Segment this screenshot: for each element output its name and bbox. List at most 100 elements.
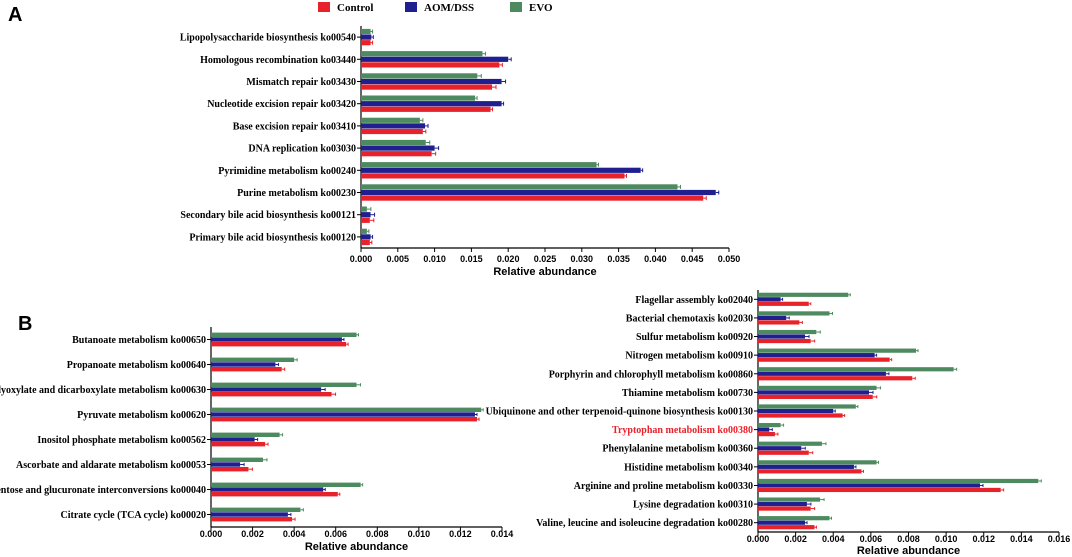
panel-a-bar-aom-dss-primary-bile-acid-biosynthesis-ko00120 bbox=[361, 234, 371, 240]
panel-b-right-bar-aom-dss-histidine-metabolism-ko00340 bbox=[758, 464, 854, 469]
panel-b-right-bar-aom-dss-arginine-and-proline-metabolism-ko00330 bbox=[758, 483, 980, 488]
panel-b-right-bar-evo-ubiquinone-and-other-terpenoid-quinone-biosynthesis-ko00130 bbox=[758, 404, 856, 409]
panel-a-bar-evo-pyrimidine-metabolism-ko00240 bbox=[361, 162, 597, 168]
panel-b-bar-aom-dss-glyoxylate-and-dicarboxylate-metabolism-ko00630 bbox=[211, 387, 322, 392]
panel-b-right-bar-evo-histidine-metabolism-ko00340 bbox=[758, 460, 877, 465]
legend-label-aomdss: AOM/DSS bbox=[424, 2, 474, 14]
panel-b-right-bar-aom-dss-thiamine-metabolism-ko00730 bbox=[758, 390, 869, 395]
panel-b-right-category-label-bacterial-chemotaxis-ko02030: Bacterial chemotaxis ko02030 bbox=[626, 313, 753, 324]
panel-a-category-label-dna-replication-ko03030: DNA replication ko03030 bbox=[248, 144, 356, 155]
panel-a-category-label-homologous-recombination-ko03440: Homologous recombination ko03440 bbox=[200, 55, 356, 66]
panel-b-x-tick-label: 0.008 bbox=[366, 529, 389, 539]
legend-swatch-aomdss bbox=[405, 2, 417, 12]
panel-b-right-bar-aom-dss-phenylalanine-metabolism-ko00360 bbox=[758, 446, 802, 451]
panel-b-bar-aom-dss-pentose-and-glucuronate-interconversions-ko00040 bbox=[211, 487, 324, 492]
panel-a-bar-evo-nucleotide-excision-repair-ko03420 bbox=[361, 95, 476, 101]
panel-a-category-label-primary-bile-acid-biosynthesis-ko00120: Primary bile acid biosynthesis ko00120 bbox=[189, 232, 356, 243]
panel-b-right-bar-control-sulfur-metabolism-ko00920 bbox=[758, 338, 811, 344]
panel-a-category-label-purine-metabolism-ko00230: Purine metabolism ko00230 bbox=[237, 188, 356, 199]
panel-a-category-label-secondary-bile-acid-biosynthesis-ko00121: Secondary bile acid biosynthesis ko00121 bbox=[180, 210, 356, 221]
panel-b-bar-aom-dss-propanoate-metabolism-ko00640 bbox=[211, 362, 276, 367]
panel-b-right-category-label-thiamine-metabolism-ko00730: Thiamine metabolism ko00730 bbox=[622, 388, 753, 399]
panel-a-x-axis-title: Relative abundance bbox=[493, 266, 596, 278]
panel-b-bar-control-pyruvate-metabolism-ko00620 bbox=[211, 417, 478, 422]
panel-a-bar-evo-mismatch-repair-ko03430 bbox=[361, 73, 478, 79]
panel-b-bar-control-butanoate-metabolism-ko00650 bbox=[211, 342, 347, 347]
panel-b-right-bar-aom-dss-ubiquinone-and-other-terpenoid-quinone-biosynthesis-ko00130 bbox=[758, 408, 834, 414]
chart-panel-a: 0.000 0.005 0.010 0.015 0.020 0.025 0.030 0.035… bbox=[180, 26, 740, 278]
panel-b-category-label-glyoxylate-and-dicarboxylate-metabolism-ko00630: Glyoxylate and dicarboxylate metabolism … bbox=[0, 385, 206, 396]
panel-b-bar-control-glyoxylate-and-dicarboxylate-metabolism-ko00630 bbox=[211, 392, 332, 397]
panel-b-bar-evo-inositol-phosphate-metabolism-ko00562 bbox=[211, 432, 280, 437]
panel-b-right-x-tick-label: 0.000 bbox=[747, 534, 770, 544]
panel-b-right-bar-aom-dss-lysine-degradation-ko00310 bbox=[758, 501, 807, 507]
panel-b-right-bar-aom-dss-sulfur-metabolism-ko00920 bbox=[758, 334, 806, 339]
panel-b-right-bar-control-bacterial-chemotaxis-ko02030 bbox=[758, 320, 800, 325]
panel-b-category-label-butanoate-metabolism-ko00650: Butanoate metabolism ko00650 bbox=[72, 335, 206, 346]
panel-a-x-tick-label: 0.000 bbox=[350, 254, 373, 264]
panel-a-bar-control-lipopolysaccharide-biosynthesis-ko00540 bbox=[361, 40, 371, 46]
panel-b-right-category-label-valine-leucine-and-isoleucine-degradation-ko00280: Valine, leucine and isoleucine degradati… bbox=[536, 518, 753, 529]
panel-b-right-bar-control-nitrogen-metabolism-ko00910 bbox=[758, 357, 890, 362]
panel-b-right-bar-evo-phenylalanine-metabolism-ko00360 bbox=[758, 441, 822, 446]
panel-b-bar-evo-glyoxylate-and-dicarboxylate-metabolism-ko00630 bbox=[211, 382, 357, 387]
panel-a-bar-control-mismatch-repair-ko03430 bbox=[361, 84, 493, 90]
panel-b-category-label-inositol-phosphate-metabolism-ko00562: Inositol phosphate metabolism ko00562 bbox=[37, 435, 206, 446]
chart-panel-b-right: 0.000 0.002 0.004 0.006 0.008 0.010 0.012 0.014… bbox=[486, 290, 1071, 557]
panel-b-bar-aom-dss-pyruvate-metabolism-ko00620 bbox=[211, 412, 475, 417]
panel-b-right-x-tick-label: 0.008 bbox=[897, 534, 920, 544]
panel-b-right-bar-evo-flagellar-assembly-ko02040 bbox=[758, 292, 849, 297]
panel-a-bar-aom-dss-mismatch-repair-ko03430 bbox=[361, 78, 502, 85]
panel-a-bar-aom-dss-base-excision-repair-ko03410 bbox=[361, 123, 426, 129]
panel-b-right-bar-aom-dss-porphyrin-and-chlorophyll-metabolism-ko00860 bbox=[758, 371, 886, 376]
panel-label-a: A bbox=[8, 4, 22, 26]
panel-b-bar-evo-pyruvate-metabolism-ko00620 bbox=[211, 407, 482, 412]
panel-a-bar-control-primary-bile-acid-biosynthesis-ko00120 bbox=[361, 239, 370, 246]
panel-b-right-bar-evo-bacterial-chemotaxis-ko02030 bbox=[758, 311, 830, 316]
panel-b-right-category-label-tryptophan-metabolism-ko00380: Tryptophan metabolism ko00380 bbox=[612, 425, 753, 436]
panel-b-right-x-tick-label: 0.010 bbox=[935, 534, 958, 544]
panel-a-bar-aom-dss-lipopolysaccharide-biosynthesis-ko00540 bbox=[361, 34, 372, 40]
panel-b-right-x-tick-label: 0.012 bbox=[972, 534, 995, 544]
panel-b-right-bar-evo-valine-leucine-and-isoleucine-degradation-ko00280 bbox=[758, 516, 830, 521]
legend-swatch-control bbox=[318, 2, 330, 12]
panel-b-x-tick-label: 0.002 bbox=[241, 529, 264, 539]
panel-b-right-bar-control-ubiquinone-and-other-terpenoid-quinone-biosynthesis-ko00130 bbox=[758, 413, 843, 418]
panel-a-bar-evo-dna-replication-ko03030 bbox=[361, 139, 426, 146]
panel-b-right-category-label-porphyrin-and-chlorophyll-metabolism-ko00860: Porphyrin and chlorophyll metabolism ko0… bbox=[549, 369, 753, 380]
panel-b-right-bar-aom-dss-bacterial-chemotaxis-ko02030 bbox=[758, 315, 787, 321]
panel-a-x-tick-label: 0.015 bbox=[460, 254, 483, 264]
panel-b-right-category-label-nitrogen-metabolism-ko00910: Nitrogen metabolism ko00910 bbox=[625, 351, 753, 362]
panel-a-bar-evo-secondary-bile-acid-biosynthesis-ko00121 bbox=[361, 206, 367, 212]
panel-b-x-tick-label: 0.012 bbox=[449, 529, 472, 539]
panel-b-right-bar-control-flagellar-assembly-ko02040 bbox=[758, 301, 809, 306]
panel-b-x-axis-title: Relative abundance bbox=[305, 541, 408, 553]
panel-b-category-label-citrate-cycle-tca-cycle-ko00020: Citrate cycle (TCA cycle) ko00020 bbox=[60, 510, 206, 521]
panel-b-right-bar-evo-lysine-degradation-ko00310 bbox=[758, 497, 821, 502]
chart-panel-b-left: 0.000 0.002 0.004 0.006 0.008 0.010 0.012 0.014… bbox=[0, 327, 513, 553]
panel-b-category-label-pentose-and-glucuronate-interconversions-ko00040: Pentose and glucuronate interconversions… bbox=[0, 485, 206, 496]
panel-b-right-category-label-phenylalanine-metabolism-ko00360: Phenylalanine metabolism ko00360 bbox=[602, 444, 753, 455]
panel-b-right-x-tick-label: 0.014 bbox=[1010, 534, 1033, 544]
panel-b-category-label-ascorbate-and-aldarate-metabolism-ko00053: Ascorbate and aldarate metabolism ko0005… bbox=[16, 460, 206, 471]
panel-b-right-bar-evo-nitrogen-metabolism-ko00910 bbox=[758, 348, 917, 353]
panel-a-category-label-nucleotide-excision-repair-ko03420: Nucleotide excision repair ko03420 bbox=[207, 99, 356, 110]
panel-b-right-x-tick-label: 0.002 bbox=[784, 534, 807, 544]
panel-b-bar-control-ascorbate-and-aldarate-metabolism-ko00053 bbox=[211, 467, 249, 472]
panel-a-bar-aom-dss-purine-metabolism-ko00230 bbox=[361, 189, 716, 196]
panel-b-right-bar-control-arginine-and-proline-metabolism-ko00330 bbox=[758, 487, 1001, 493]
panel-b-right-bar-evo-porphyrin-and-chlorophyll-metabolism-ko00860 bbox=[758, 367, 954, 372]
panel-a-x-tick-label: 0.010 bbox=[423, 254, 446, 264]
panel-b-bar-aom-dss-citrate-cycle-tca-cycle-ko00020 bbox=[211, 512, 288, 517]
panel-b-x-tick-label: 0.014 bbox=[491, 529, 514, 539]
panel-a-x-tick-label: 0.025 bbox=[534, 254, 557, 264]
panel-b-right-x-tick-label: 0.016 bbox=[1048, 534, 1071, 544]
panel-a-bar-evo-primary-bile-acid-biosynthesis-ko00120 bbox=[361, 228, 367, 234]
legend-label-control: Control bbox=[337, 2, 373, 14]
panel-a-x-tick-label: 0.035 bbox=[607, 254, 630, 264]
panel-a-x-tick-label: 0.020 bbox=[497, 254, 520, 264]
panel-a-x-tick-label: 0.040 bbox=[644, 254, 667, 264]
panel-b-category-label-pyruvate-metabolism-ko00620: Pyruvate metabolism ko00620 bbox=[77, 410, 206, 421]
legend: Control AOM/DSS EVO bbox=[318, 2, 553, 14]
